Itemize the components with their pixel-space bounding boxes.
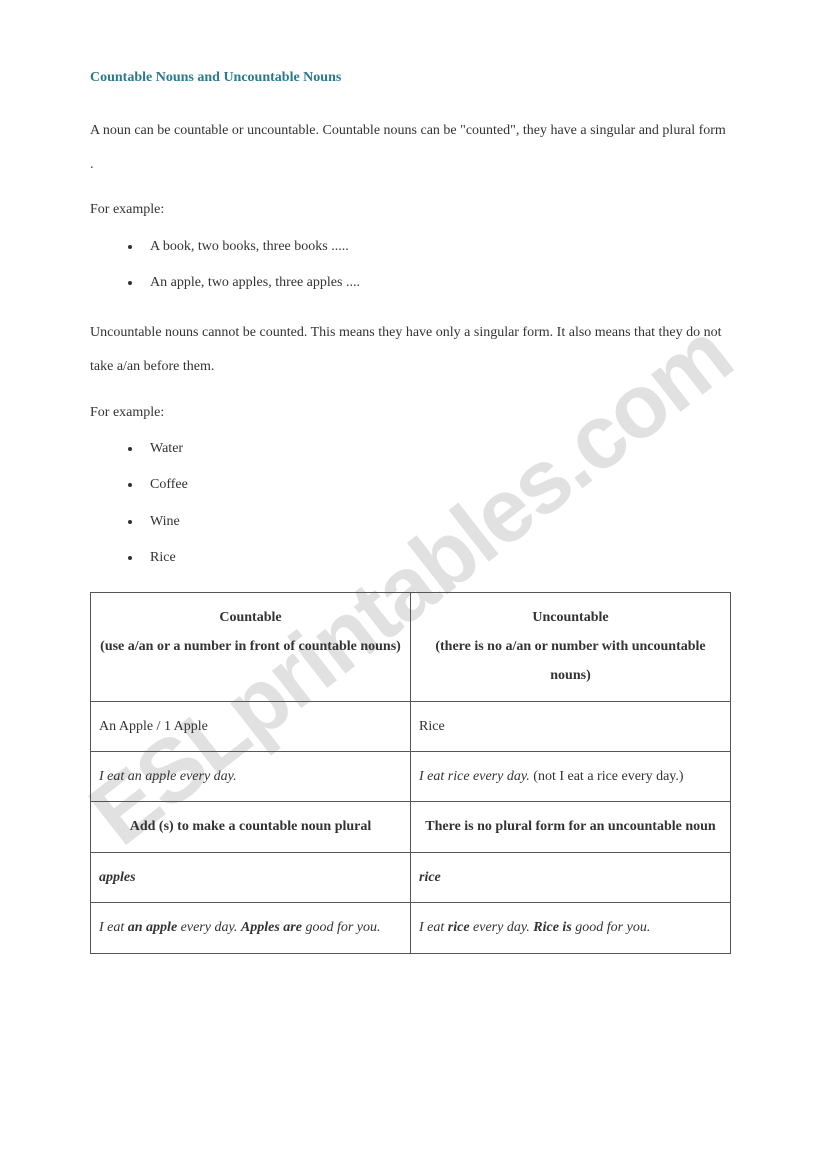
cell-bold-text: an apple <box>128 920 177 935</box>
table-cell: Rice <box>411 701 731 751</box>
comparison-table: Countable (use a/an or a number in front… <box>90 592 731 954</box>
list-item: A book, two books, three books ..... <box>142 236 731 258</box>
for-example-label-1: For example: <box>90 199 731 221</box>
uncountable-examples-list: Water Coffee Wine Rice <box>90 438 731 570</box>
intro-paragraph: A noun can be countable or uncountable. … <box>90 114 731 181</box>
header-subtitle: (use a/an or a number in front of counta… <box>100 639 401 654</box>
cell-text: every day. <box>177 920 241 935</box>
table-header-countable: Countable (use a/an or a number in front… <box>91 592 411 701</box>
table-cell: I eat rice every day. Rice is good for y… <box>411 903 731 953</box>
table-cell: I eat an apple every day. Apples are goo… <box>91 903 411 953</box>
cell-text: I eat <box>419 920 448 935</box>
list-item: Coffee <box>142 474 731 496</box>
table-cell: I eat rice every day. (not I eat a rice … <box>411 752 731 802</box>
list-item: An apple, two apples, three apples .... <box>142 272 731 294</box>
countable-examples-list: A book, two books, three books ..... An … <box>90 236 731 295</box>
table-row: I eat an apple every day. Apples are goo… <box>91 903 731 953</box>
cell-bold-text: Apples are <box>241 920 302 935</box>
table-cell: I eat an apple every day. <box>91 752 411 802</box>
table-row: apples rice <box>91 852 731 902</box>
cell-bold-text: Rice is <box>533 920 572 935</box>
table-cell: An Apple / 1 Apple <box>91 701 411 751</box>
document-page: Countable Nouns and Uncountable Nouns A … <box>0 0 821 1004</box>
list-item: Rice <box>142 547 731 569</box>
page-title: Countable Nouns and Uncountable Nouns <box>90 70 731 86</box>
header-subtitle: (there is no a/an or number with uncount… <box>435 639 705 683</box>
table-row: An Apple / 1 Apple Rice <box>91 701 731 751</box>
cell-italic-text: I eat rice every day. <box>419 769 530 784</box>
list-item: Wine <box>142 511 731 533</box>
cell-text: every day. <box>470 920 534 935</box>
table-header-uncountable: Uncountable (there is no a/an or number … <box>411 592 731 701</box>
table-row: Add (s) to make a countable noun plural … <box>91 802 731 852</box>
for-example-label-2: For example: <box>90 402 731 424</box>
table-row: Countable (use a/an or a number in front… <box>91 592 731 701</box>
table-cell-subhead: Add (s) to make a countable noun plural <box>91 802 411 852</box>
uncountable-intro-paragraph: Uncountable nouns cannot be counted. Thi… <box>90 316 731 383</box>
cell-text: I eat <box>99 920 128 935</box>
table-cell: apples <box>91 852 411 902</box>
cell-text: good for you. <box>572 920 651 935</box>
list-item: Water <box>142 438 731 460</box>
table-row: I eat an apple every day. I eat rice eve… <box>91 752 731 802</box>
cell-text: good for you. <box>302 920 381 935</box>
cell-bold-text: rice <box>448 920 470 935</box>
table-cell: rice <box>411 852 731 902</box>
table-cell-subhead: There is no plural form for an uncountab… <box>411 802 731 852</box>
cell-plain-text: (not I eat a rice every day.) <box>530 769 684 784</box>
header-title: Uncountable <box>532 610 608 625</box>
header-title: Countable <box>219 610 281 625</box>
